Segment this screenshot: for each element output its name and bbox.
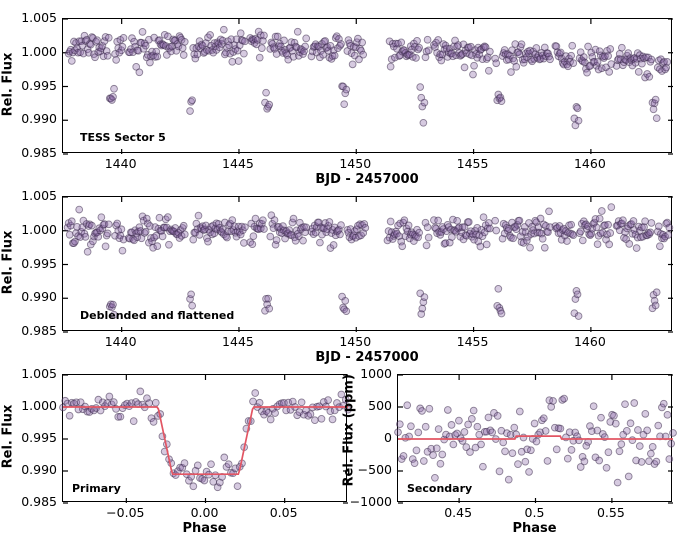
x-axis-label: BJD - 2457000	[287, 172, 447, 187]
panel-annotation: Deblended and flattened	[80, 309, 234, 322]
x-tick-label: 1440	[91, 156, 151, 171]
x-tick-label: −0.05	[95, 505, 155, 520]
panel-annotation: Secondary	[407, 482, 472, 495]
x-axis-label: Phase	[455, 521, 615, 536]
y-axis-label: Rel. Flux (ppm)	[342, 387, 357, 487]
x-axis-label: BJD - 2457000	[287, 350, 447, 365]
x-tick-label: 1450	[325, 156, 385, 171]
y-tick-label: 0.985	[2, 494, 57, 509]
x-tick-label: 1445	[208, 156, 268, 171]
x-tick-label: 0.05	[254, 505, 314, 520]
x-tick-label: 1460	[560, 156, 620, 171]
y-tick-label: 1.005	[2, 188, 57, 203]
x-axis-label: Phase	[125, 521, 285, 536]
x-tick-label: 1450	[325, 334, 385, 349]
x-tick-label: 1440	[91, 334, 151, 349]
y-axis-label: Rel. Flux	[1, 387, 16, 487]
x-tick-label: 0.00	[175, 505, 235, 520]
panel-annotation: Primary	[72, 482, 121, 495]
y-axis-label: Rel. Flux	[1, 34, 16, 134]
y-tick-label: 1.005	[2, 366, 57, 381]
x-tick-label: 0.45	[428, 505, 488, 520]
panel-annotation: TESS Sector 5	[80, 131, 166, 144]
y-tick-label: 0.985	[2, 145, 57, 160]
y-axis-label: Rel. Flux	[1, 212, 16, 312]
x-tick-label: 0.55	[581, 505, 641, 520]
x-tick-label: 1455	[443, 156, 503, 171]
y-tick-label: 1.005	[2, 10, 57, 25]
y-tick-label: 0.985	[2, 323, 57, 338]
x-tick-label: 1455	[443, 334, 503, 349]
x-tick-label: 1445	[208, 334, 268, 349]
y-tick-label: −1000	[337, 494, 392, 509]
x-tick-label: 1460	[560, 334, 620, 349]
x-tick-label: 0.5	[505, 505, 565, 520]
